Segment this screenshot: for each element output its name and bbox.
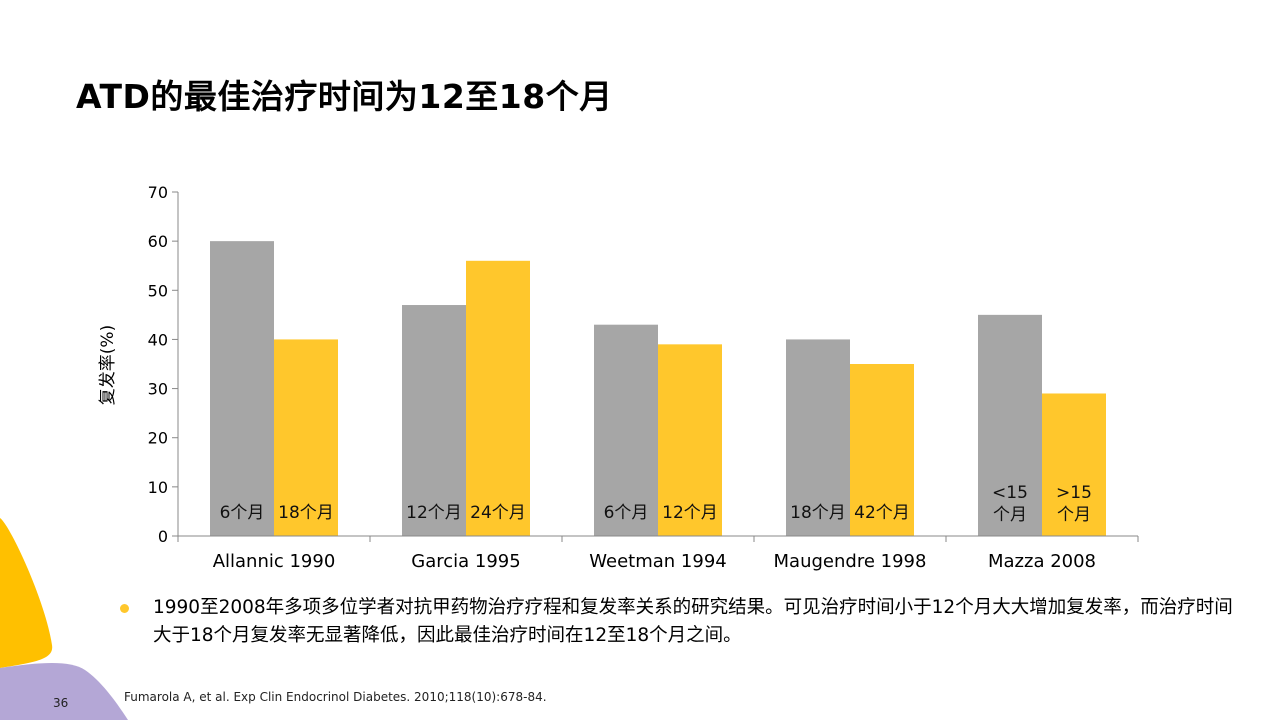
- y-tick-label: 10: [148, 478, 168, 497]
- purple-corner-shape: [0, 663, 128, 720]
- bar: [978, 314, 1042, 536]
- y-tick-label: 30: [148, 380, 168, 399]
- bar: [594, 324, 658, 536]
- bar-label: 6个月: [220, 503, 265, 523]
- bar-label: 6个月: [604, 503, 649, 523]
- bullet-point: 1990至2008年多项多位学者对抗甲药物治疗疗程和复发率关系的研究结果。可见治…: [120, 594, 1240, 650]
- y-axis-label: 复发率(%): [98, 325, 118, 405]
- bar-label: 18个月: [790, 503, 846, 523]
- bar-label: 12个月: [662, 503, 718, 523]
- bar-label: >15: [1056, 483, 1092, 503]
- bar-label: <15: [992, 483, 1028, 503]
- reference-citation: Fumarola A, et al. Exp Clin Endocrinol D…: [124, 690, 547, 704]
- x-tick-label: Mazza 2008: [988, 551, 1096, 572]
- bar-label: 42个月: [854, 503, 910, 523]
- y-tick-label: 50: [148, 281, 168, 300]
- bar-label: 18个月: [278, 503, 334, 523]
- bar-label: 24个月: [470, 503, 526, 523]
- y-tick-label: 60: [148, 232, 168, 251]
- bar-label: 12个月: [406, 503, 462, 523]
- x-tick-label: Maugendre 1998: [774, 551, 927, 572]
- page-number: 36: [53, 696, 69, 710]
- y-tick-label: 20: [148, 429, 168, 448]
- bar-label: 个月: [993, 505, 1027, 525]
- bullet-dot-icon: [120, 604, 129, 613]
- bullet-text: 1990至2008年多项多位学者对抗甲药物治疗疗程和复发率关系的研究结果。可见治…: [153, 597, 1233, 646]
- bar-label: 个月: [1057, 505, 1091, 525]
- bar: [210, 241, 274, 536]
- x-tick-label: Weetman 1994: [589, 551, 726, 572]
- y-tick-label: 70: [148, 183, 168, 202]
- x-tick-label: Allannic 1990: [213, 551, 336, 572]
- yellow-corner-shape: [0, 518, 53, 668]
- bar: [466, 260, 530, 536]
- bar: [402, 305, 466, 536]
- page-title: ATD的最佳治疗时间为12至18个月: [76, 77, 613, 116]
- bar: [658, 344, 722, 536]
- bar: [850, 364, 914, 536]
- y-tick-label: 0: [158, 527, 168, 546]
- x-tick-label: Garcia 1995: [411, 551, 520, 572]
- bar: [1042, 393, 1106, 536]
- bar: [786, 339, 850, 536]
- y-tick-label: 40: [148, 330, 168, 349]
- bar: [274, 339, 338, 536]
